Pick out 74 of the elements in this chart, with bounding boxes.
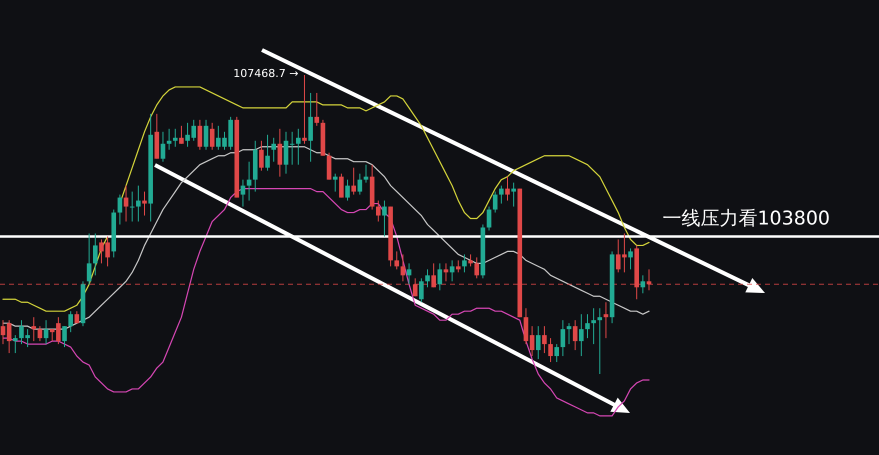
candlestick — [597, 308, 602, 374]
candlestick — [511, 182, 516, 208]
candlestick — [492, 191, 498, 214]
candlestick — [560, 320, 566, 357]
candlestick — [536, 326, 541, 360]
candlestick — [124, 185, 128, 222]
candlestick — [456, 260, 461, 273]
candlestick — [278, 128, 282, 178]
candlestick — [542, 326, 547, 354]
candlestick — [136, 185, 141, 222]
candlestick — [505, 176, 510, 202]
candlestick — [419, 278, 424, 303]
candlestick — [450, 260, 454, 282]
candlestick — [444, 262, 448, 282]
candlestick — [13, 334, 18, 354]
candlestick — [554, 344, 560, 363]
candlestick — [210, 122, 214, 150]
candlestick — [548, 338, 553, 363]
candlestick — [640, 274, 646, 294]
candlestick — [166, 128, 172, 150]
candlestick — [358, 173, 362, 196]
candlestick — [160, 131, 166, 162]
candlestick — [204, 119, 208, 150]
candlestick — [572, 320, 578, 351]
candlestick — [44, 320, 48, 345]
candlestick — [406, 262, 412, 285]
candlestick — [566, 322, 572, 345]
candlestick — [394, 250, 400, 270]
candlestick — [332, 173, 338, 192]
candlestick — [259, 140, 264, 172]
candlestick — [468, 254, 473, 267]
candlestick — [345, 179, 350, 202]
candlestick — [179, 125, 184, 144]
candlestick — [118, 194, 122, 225]
candlestick — [382, 200, 387, 237]
candlestick — [31, 316, 36, 342]
candlestick — [246, 161, 252, 202]
candlestick — [486, 206, 492, 231]
candlestick — [105, 236, 110, 267]
candlestick — [296, 128, 301, 166]
candlestick — [438, 262, 442, 291]
candlestick — [351, 167, 356, 196]
candlestick — [499, 185, 504, 204]
candlestick — [339, 173, 344, 198]
candlestick — [62, 326, 67, 348]
candlestick — [142, 191, 147, 216]
candlestick — [68, 310, 73, 333]
candlestick — [265, 134, 270, 172]
candlestick — [425, 268, 430, 288]
candlestick — [376, 200, 381, 222]
candlestick — [591, 308, 596, 345]
candlestick — [364, 164, 368, 184]
candlestick — [271, 137, 276, 162]
candlestick — [86, 232, 92, 285]
candlestick — [604, 302, 608, 339]
candlestick — [628, 248, 633, 270]
candlestick — [462, 254, 467, 273]
candlestick — [308, 92, 313, 162]
candlestick — [585, 314, 590, 339]
candlestick — [130, 191, 134, 222]
candlestick — [314, 92, 320, 126]
candlestick — [400, 254, 406, 282]
candlestick — [172, 128, 178, 148]
candlestick — [474, 256, 480, 279]
candlestick — [198, 119, 202, 150]
candlestick — [326, 152, 332, 180]
annotation: 107468.7 → — [233, 67, 298, 80]
ref-line-label: 一线压力看103800 — [662, 207, 830, 230]
candlestick — [579, 314, 584, 357]
candlestick — [240, 179, 246, 208]
candlestick — [99, 238, 104, 264]
candlestick — [302, 74, 307, 144]
candlestick — [38, 326, 42, 342]
candlestick — [92, 232, 98, 276]
